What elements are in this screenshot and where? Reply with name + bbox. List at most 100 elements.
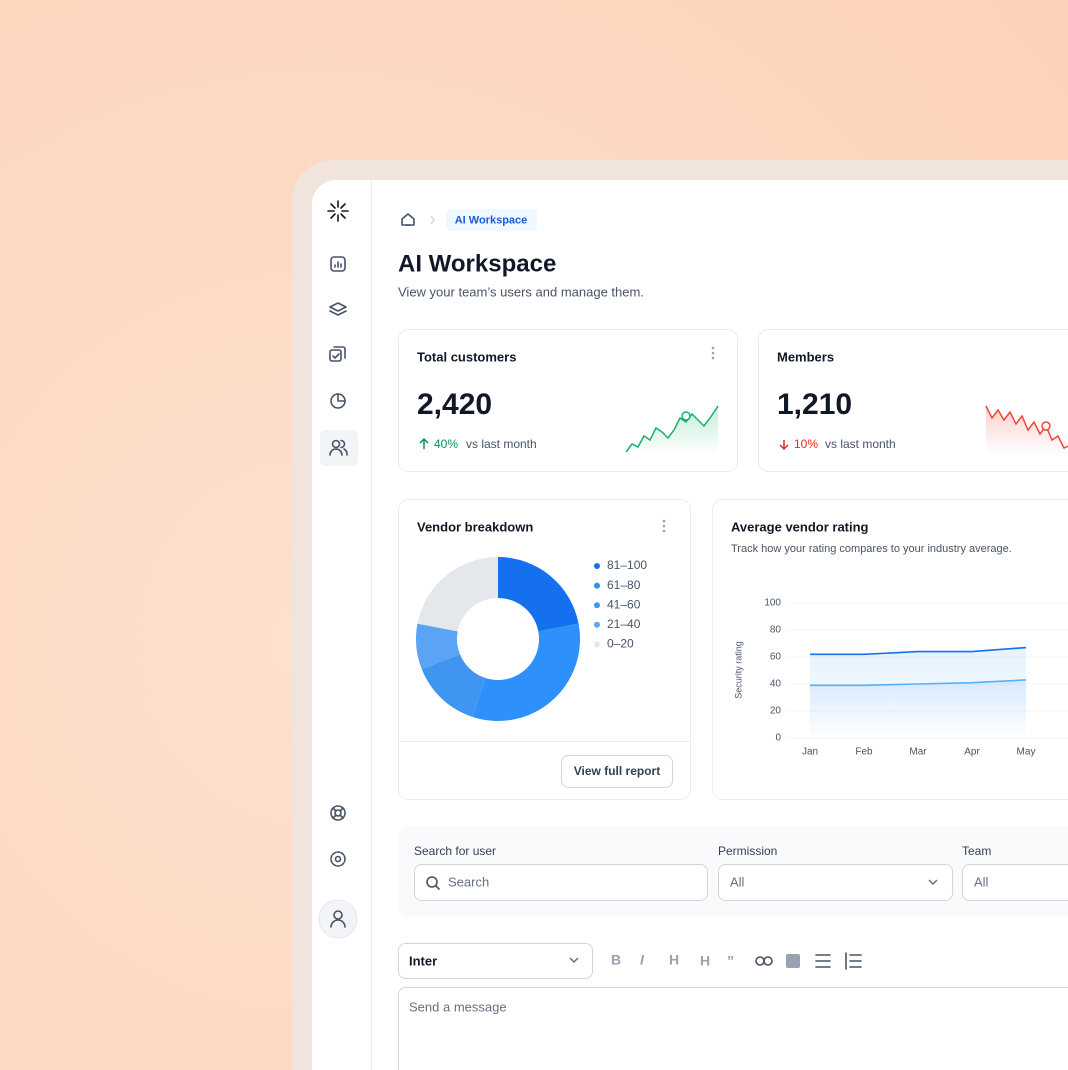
donut-segment [472,623,581,721]
list-button[interactable] [815,954,831,968]
stat-change: 40% [434,437,458,451]
legend-label: 61–80 [607,578,641,592]
arrow-down [779,440,789,451]
page-title: AI Workspace [398,250,556,277]
search-icon [426,876,440,890]
y-tick-label: 80 [770,625,782,636]
home-icon[interactable] [401,213,415,226]
legend-label: 41–60 [607,597,641,611]
chevron-down [569,957,579,964]
stat-title: Members [777,349,834,364]
image-button[interactable] [786,954,800,968]
chevron-down [928,879,938,886]
message-box[interactable] [398,987,1068,1070]
stat-value: 1,210 [777,388,852,421]
ordered-list-button[interactable] [845,952,862,970]
legend-label: 21–40 [607,617,641,631]
nav-layers[interactable] [329,302,347,316]
nav-active-bg [320,430,358,466]
x-tick-label: Apr [964,747,980,758]
filter-label: Permission [718,844,777,858]
quote-button[interactable]: ” [727,953,734,969]
nav-support[interactable] [330,805,346,821]
font-value: Inter [409,953,437,968]
x-tick-label: Feb [855,747,873,758]
series-line [810,646,1027,656]
h1-button[interactable]: H [669,952,679,968]
card-subtitle: Track how your rating compares to your i… [731,543,1012,555]
donut-segment [417,557,498,632]
legend-label: 0–20 [607,637,634,651]
filter-panel: Search for user Permission Team Search A… [398,826,1068,916]
card-title: Vendor breakdown [417,519,533,534]
italic-button[interactable]: I [640,952,645,968]
y-tick-label: 20 [770,706,782,717]
card-title: Average vendor rating [731,519,869,534]
sparkline-dot [681,411,691,421]
h2-button[interactable]: H [700,953,710,969]
message-placeholder: Send a message [409,999,507,1014]
stat-card: Members 1,210 10% vs last month [758,329,1068,472]
y-tick-label: 100 [764,598,781,609]
legend-label: 81–100 [607,558,647,572]
legend-dot [594,582,600,589]
y-tick-label: 60 [770,652,782,663]
team-select[interactable] [962,864,1068,901]
nav-reports[interactable] [330,256,346,272]
nav-tasks[interactable] [329,346,346,362]
editor: Inter B I H H ” Send a message [398,943,1068,1070]
sparkline-dot [1041,421,1051,431]
x-tick-label: Mar [909,747,927,758]
toolbar: B I H H ” [611,952,862,970]
nav-analytics[interactable] [330,393,346,409]
breadcrumb-pill[interactable] [446,209,537,231]
menu-dots[interactable] [662,519,666,533]
legend-dot [594,621,600,628]
y-tick-label: 0 [775,733,781,744]
stat-comparison: vs last month [466,437,537,451]
sparkline [985,405,1068,450]
avatar-icon [330,910,346,928]
nav-users[interactable] [329,439,348,456]
series-line [810,679,1027,687]
breadcrumb-chevron [430,215,435,225]
axis-title: Security rating [733,641,743,699]
stat-change: 10% [794,437,818,451]
stat-title: Total customers [417,349,516,364]
select-value: All [730,874,745,889]
y-tick-label: 40 [770,679,782,690]
view-report-button[interactable] [561,755,673,788]
button-label: View full report [574,764,660,778]
breadcrumb-current: AI Workspace [455,214,528,226]
legend-dot [594,563,600,569]
x-tick-label: May [1017,747,1036,758]
sparkline-area [626,406,718,455]
x-tick-label: Jan [802,747,818,758]
link-button[interactable] [755,956,773,966]
permission-select[interactable] [718,864,953,901]
sparkline-area [986,406,1068,455]
stat-card: Total customers 2,420 40% vs last month [398,329,738,472]
menu-dots[interactable] [711,346,715,360]
search-placeholder: Search [448,874,489,889]
series-area [810,679,1026,738]
filter-label: Team [962,844,991,858]
stat-comparison: vs last month [825,437,896,451]
donut-segment [421,654,486,717]
donut-segment [415,623,460,670]
sidebar [318,200,358,939]
page-subtitle: View your team’s users and manage them. [398,284,644,299]
donut-segment [498,557,579,632]
select-value: All [974,874,989,889]
search-input[interactable] [414,864,708,901]
bold-button[interactable]: B [611,952,621,968]
font-select[interactable] [398,943,593,979]
stat-value: 2,420 [417,388,492,421]
filter-label: Search for user [414,844,496,858]
legend-dot [594,641,600,648]
arrow-up [419,437,429,449]
nav-settings[interactable] [330,851,346,867]
legend-dot [594,602,600,609]
logo [327,200,349,222]
